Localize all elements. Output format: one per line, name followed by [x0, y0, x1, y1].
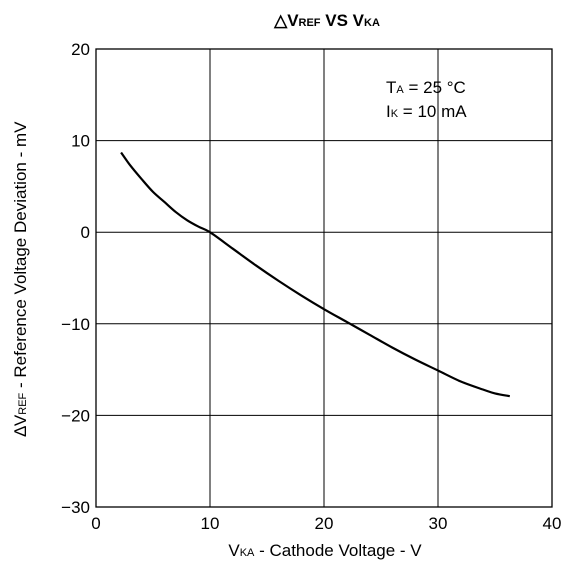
- y-tick-label: 20: [71, 40, 90, 59]
- y-tick-label: −20: [61, 406, 90, 425]
- chart-title: △VREF VS VKA: [273, 11, 380, 30]
- x-tick-label: 40: [543, 514, 562, 533]
- x-tick-label: 20: [315, 514, 334, 533]
- y-tick-label: −30: [61, 498, 90, 517]
- annotation-temperature: TA = 25 °C: [386, 78, 466, 97]
- x-tick-label: 10: [201, 514, 220, 533]
- y-axis-ticks: 20 10 0 −10 −20 −30: [61, 40, 90, 517]
- x-tick-label: 30: [429, 514, 448, 533]
- series-line: [120, 151, 511, 398]
- y-tick-label: −10: [61, 315, 90, 334]
- x-tick-label: 0: [91, 514, 100, 533]
- x-axis-label: VKA - Cathode Voltage - V: [228, 541, 422, 560]
- y-tick-label: 0: [81, 223, 90, 242]
- y-tick-label: 10: [71, 132, 90, 151]
- plot-frame: [95, 48, 553, 508]
- y-axis-label: ∆VREF - Reference Voltage Deviation - mV: [11, 121, 30, 437]
- grid: [96, 49, 552, 507]
- annotation-current: IK = 10 mA: [386, 102, 467, 121]
- x-axis-ticks: 0 10 20 30 40: [91, 514, 561, 533]
